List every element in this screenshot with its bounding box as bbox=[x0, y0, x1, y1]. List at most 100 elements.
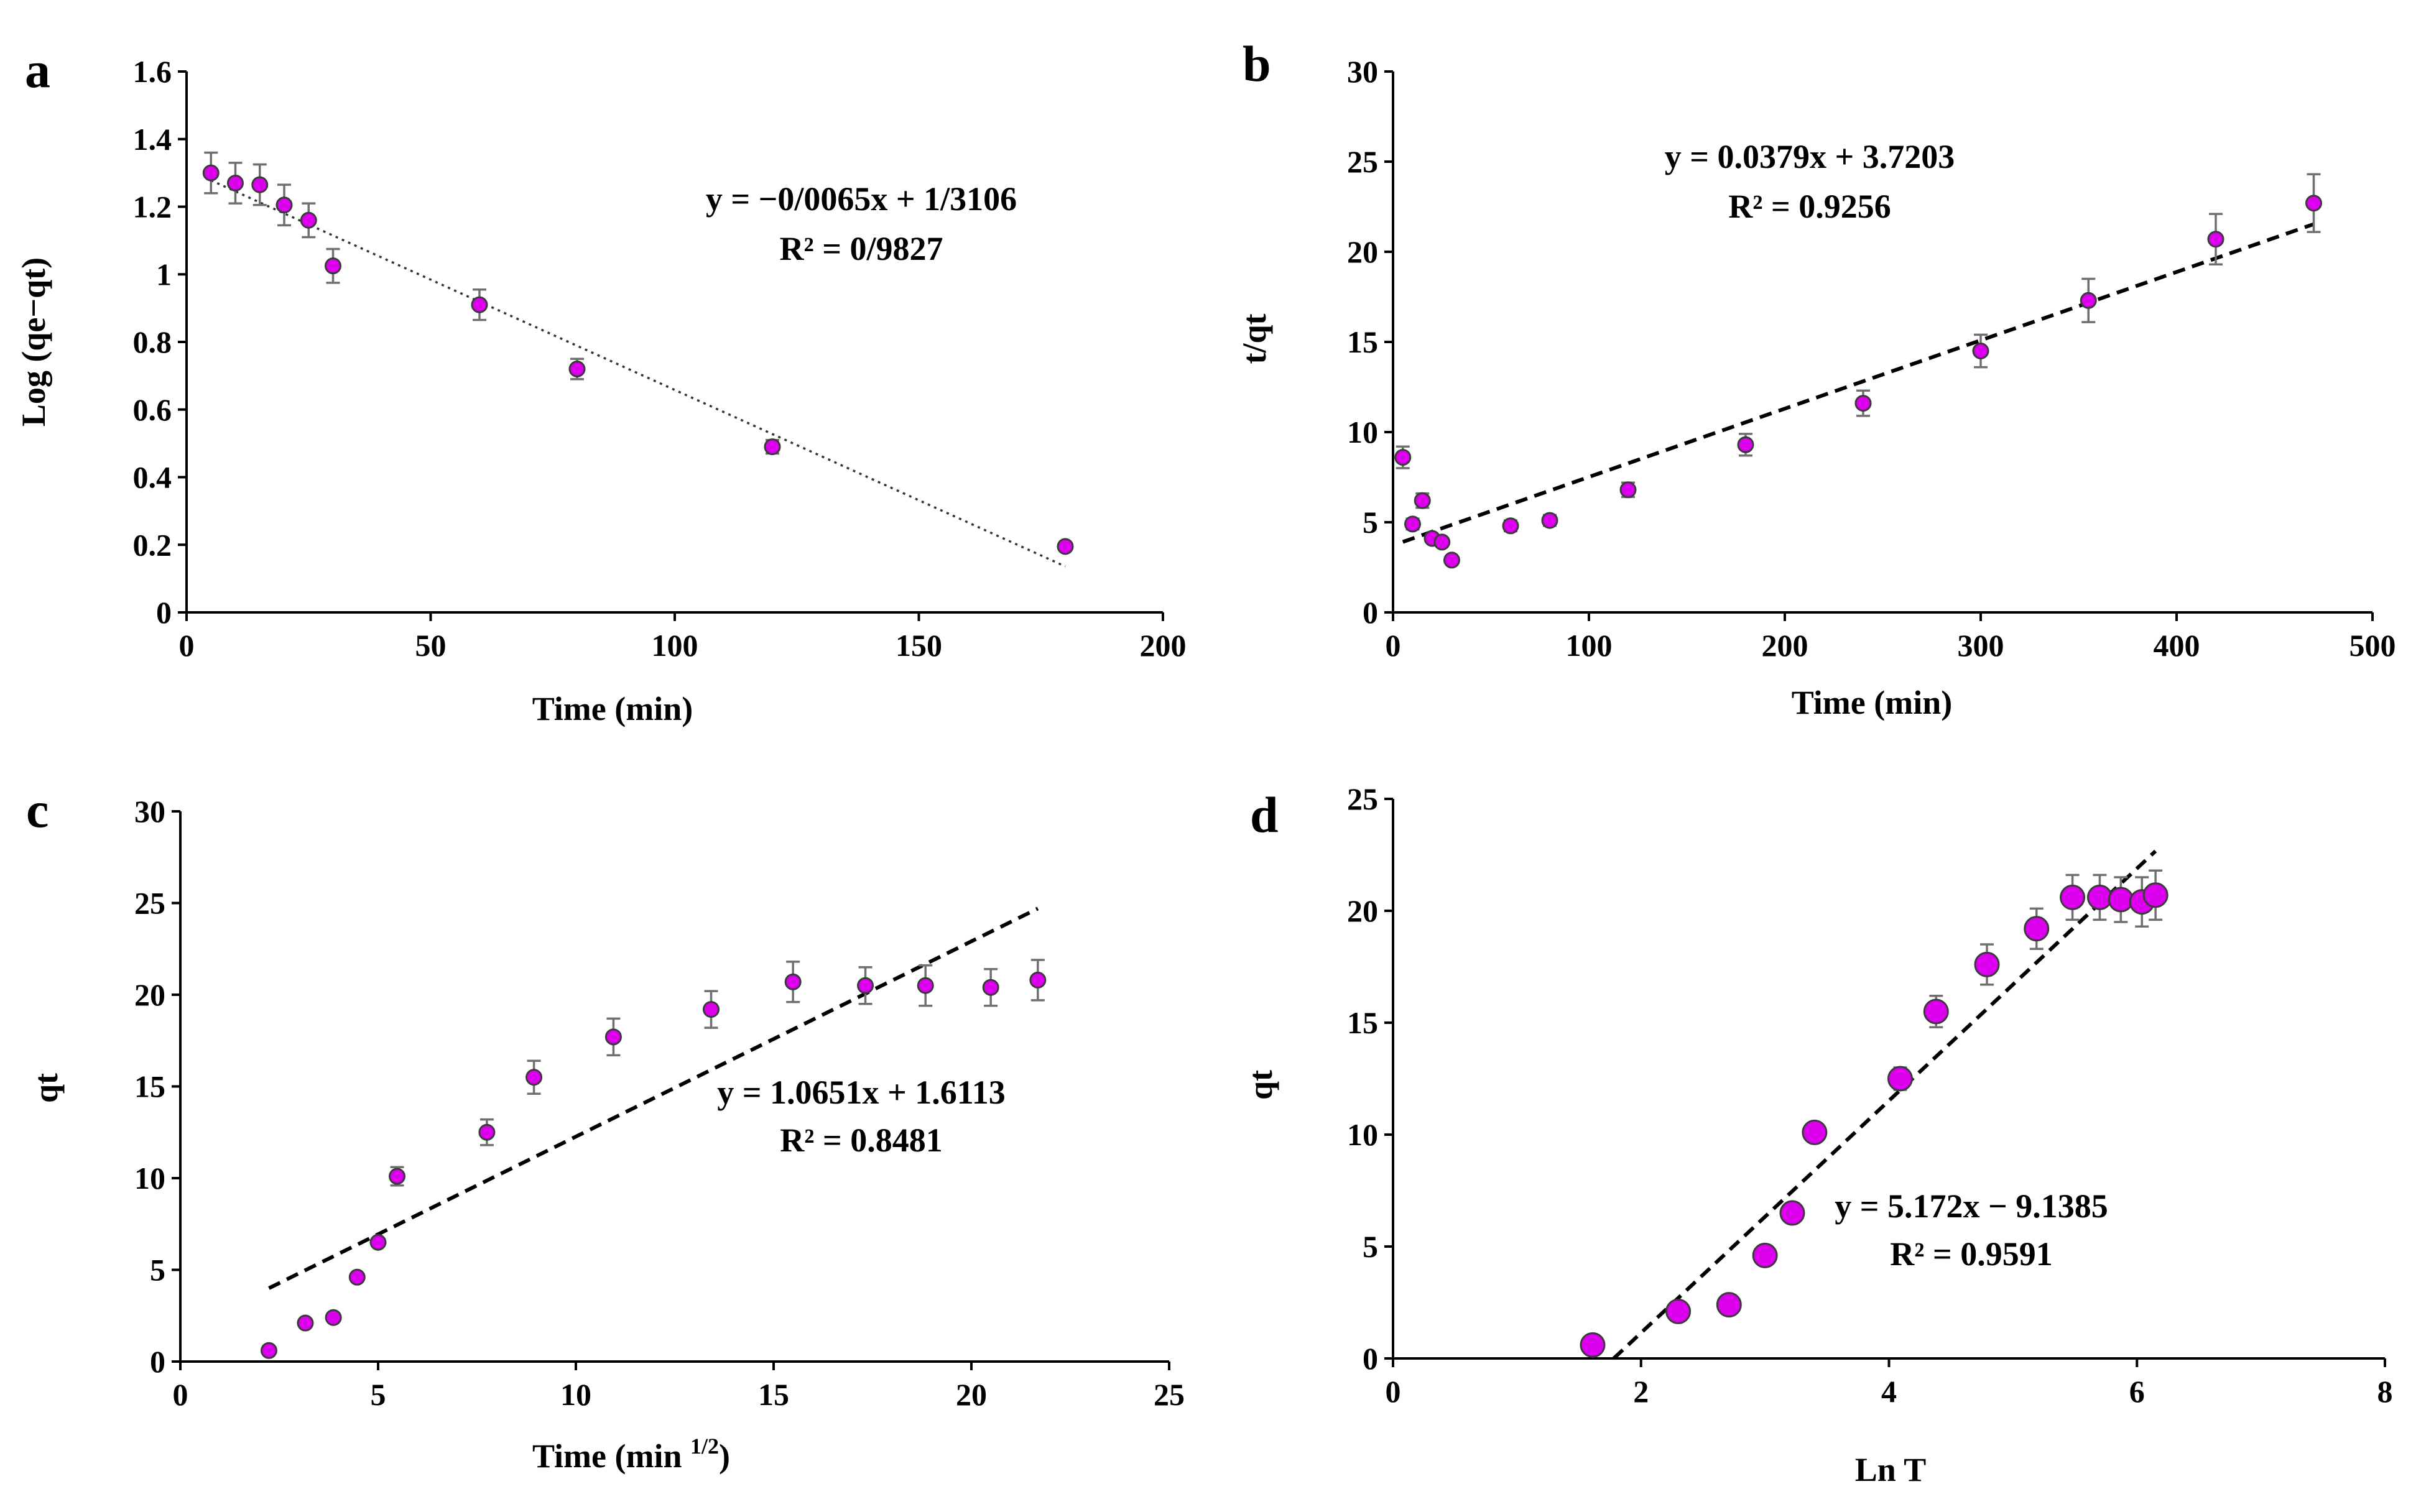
x-tick-label: 10 bbox=[560, 1377, 591, 1412]
y-tick-label: 0.2 bbox=[133, 527, 172, 562]
x-tick-label: 300 bbox=[1958, 628, 2004, 663]
y-tick-label: 0.8 bbox=[133, 325, 172, 359]
data-point bbox=[2207, 231, 2224, 248]
data-point bbox=[1923, 998, 1949, 1025]
y-tick-label: 10 bbox=[134, 1161, 165, 1196]
data-point bbox=[857, 977, 874, 994]
data-point bbox=[1029, 971, 1047, 989]
data-point bbox=[982, 979, 999, 996]
data-point bbox=[227, 174, 244, 191]
data-point bbox=[1665, 1298, 1692, 1324]
y-tick-label: 30 bbox=[134, 794, 165, 829]
trendline bbox=[1402, 222, 2315, 544]
x-axis-title: Time (min) bbox=[1792, 684, 1952, 721]
y-tick-label: 1 bbox=[156, 257, 172, 292]
r-squared-label: R² = 0.9591 bbox=[1890, 1235, 2052, 1273]
data-point bbox=[1443, 551, 1460, 569]
y-tick-label: 0 bbox=[156, 595, 172, 630]
data-point bbox=[1580, 1332, 1606, 1358]
x-tick-label: 0 bbox=[1386, 628, 1401, 663]
y-tick-label: 1.6 bbox=[133, 54, 172, 89]
x-tick-label: 0 bbox=[173, 1377, 188, 1412]
y-tick-label: 0.6 bbox=[133, 392, 172, 427]
panel-label: a bbox=[25, 42, 50, 98]
x-tick-label: 6 bbox=[2129, 1374, 2145, 1409]
chart-panel-a: 0 0.2 0.4 0.6 0.8 1 1.2 1.4 1.6 0 50 100 150 200 a y = … bbox=[15, 42, 1187, 727]
x-axis-title-end: ) bbox=[719, 1437, 730, 1475]
data-point bbox=[2086, 884, 2113, 910]
trendline bbox=[210, 179, 1066, 568]
x-tick-label: 0 bbox=[1386, 1374, 1401, 1409]
r-squared-label: R² = 0.9256 bbox=[1728, 188, 1891, 225]
y-tick-label: 0 bbox=[1363, 595, 1378, 630]
chart-panel-c: 0 5 10 15 20 25 30 0 5 10 15 20 25 c y = 1.0651x + 1.6… bbox=[26, 781, 1185, 1475]
data-point bbox=[369, 1233, 387, 1251]
trendline-equation: y = 5.172x − 9.1385 bbox=[1835, 1187, 2108, 1225]
x-axis-title: Ln T bbox=[1855, 1451, 1927, 1488]
y-tick-label: 25 bbox=[134, 886, 165, 921]
chart-panel-d: 0 5 10 15 20 25 0 2 4 6 8 d y = 5.172x − 9.1385 R² = … bbox=[1242, 781, 2393, 1488]
data-point bbox=[2108, 887, 2134, 913]
y-tick-label: 15 bbox=[134, 1069, 165, 1104]
x-axis-title: Time (min) bbox=[532, 690, 693, 727]
data-point bbox=[1972, 343, 1989, 359]
y-tick-label: 0 bbox=[1363, 1341, 1378, 1376]
trendline bbox=[268, 906, 1039, 1290]
y-tick-label: 20 bbox=[1347, 893, 1378, 928]
y-axis-title: t/qt bbox=[1236, 313, 1273, 364]
x-tick-label: 100 bbox=[652, 628, 698, 663]
x-tick-label: 50 bbox=[415, 628, 447, 663]
data-point bbox=[1716, 1292, 1742, 1318]
data-point bbox=[251, 176, 269, 193]
y-axis-title: qt bbox=[1242, 1070, 1279, 1100]
data-point bbox=[389, 1168, 406, 1185]
data-point bbox=[2080, 292, 2097, 309]
data-point bbox=[1887, 1066, 1913, 1092]
x-axis-title-superscript: 1/2 bbox=[690, 1434, 719, 1459]
y-tick-label: 25 bbox=[1347, 781, 1378, 816]
data-point bbox=[1752, 1242, 1778, 1268]
x-tick-label: 500 bbox=[2349, 628, 2396, 663]
trendline-equation: y = 1.0651x + 1.6113 bbox=[717, 1074, 1006, 1111]
x-tick-label: 25 bbox=[1154, 1377, 1185, 1412]
data-point bbox=[1433, 533, 1451, 551]
trendline-equation: y = −0/0065x + 1/3106 bbox=[706, 180, 1017, 218]
y-tick-label: 30 bbox=[1347, 54, 1378, 89]
data-point bbox=[325, 1309, 342, 1326]
data-point bbox=[1619, 481, 1637, 499]
data-point bbox=[2024, 916, 2050, 942]
y-tick-label: 25 bbox=[1347, 144, 1378, 179]
data-point bbox=[1854, 395, 1872, 412]
data-point bbox=[275, 196, 293, 214]
trendline-equation: y = 0.0379x + 3.7203 bbox=[1665, 138, 1955, 175]
y-tick-label: 1.4 bbox=[133, 122, 172, 157]
data-point bbox=[1541, 512, 1558, 529]
data-point bbox=[1394, 449, 1412, 466]
x-tick-label: 8 bbox=[2377, 1374, 2393, 1409]
data-point bbox=[1502, 517, 1519, 535]
data-point bbox=[1057, 538, 1074, 555]
x-tick-label: 400 bbox=[2154, 628, 2200, 663]
x-tick-label: 5 bbox=[371, 1377, 386, 1412]
data-point bbox=[764, 438, 781, 456]
r-squared-label: R² = 0.8481 bbox=[780, 1122, 942, 1159]
x-axis-title-main: Time (min bbox=[532, 1437, 690, 1475]
panel-label: d bbox=[1250, 786, 1279, 843]
y-axis-title: qt bbox=[27, 1073, 65, 1103]
panel-label: b bbox=[1243, 35, 1271, 92]
y-tick-label: 15 bbox=[1347, 325, 1378, 359]
data-point bbox=[917, 977, 934, 994]
data-point bbox=[568, 361, 586, 377]
x-tick-label: 150 bbox=[896, 628, 942, 663]
y-tick-label: 5 bbox=[150, 1253, 165, 1288]
data-point bbox=[1974, 951, 2000, 977]
panel-label: c bbox=[26, 781, 49, 838]
y-tick-label: 10 bbox=[1347, 1117, 1378, 1152]
x-axis-title: Time (min 1/2) bbox=[532, 1434, 730, 1475]
x-tick-label: 200 bbox=[1140, 628, 1187, 663]
data-point bbox=[2305, 195, 2322, 212]
y-tick-label: 20 bbox=[1347, 234, 1378, 269]
data-point bbox=[325, 257, 341, 275]
